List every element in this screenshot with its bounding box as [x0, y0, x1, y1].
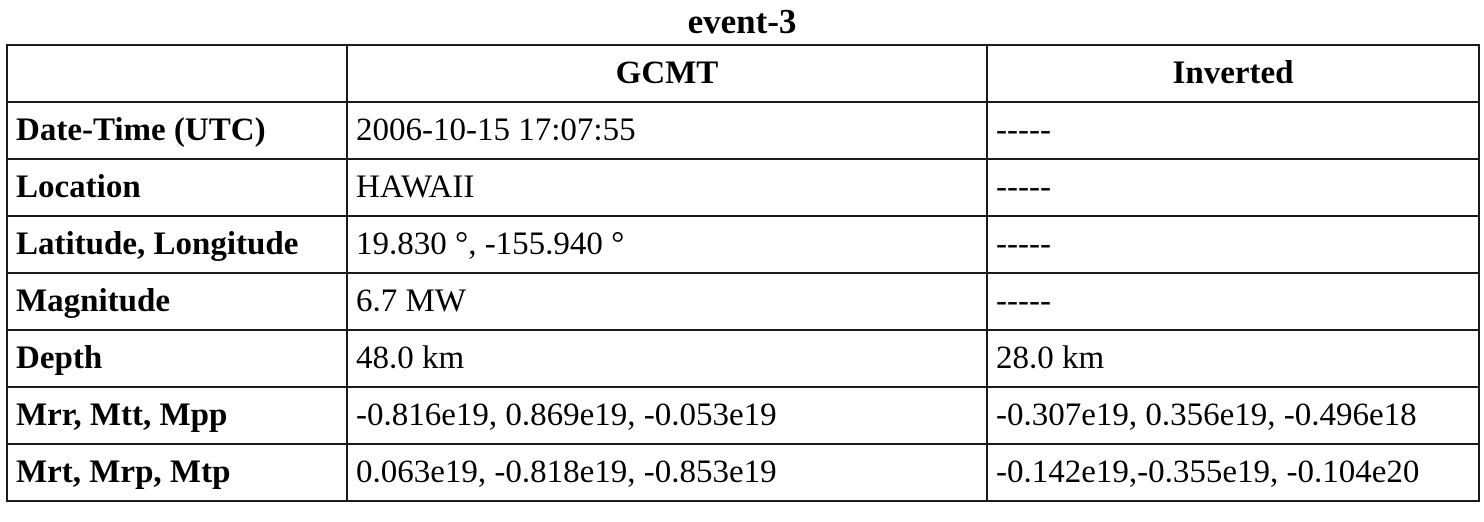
header-corner-cell	[6, 44, 348, 103]
table-header-row: GCMT Inverted	[6, 44, 1480, 103]
row-label: Date-Time (UTC)	[6, 101, 348, 160]
inverted-value: 28.0 km	[986, 329, 1480, 388]
table-row-depth: Depth 48.0 km 28.0 km	[6, 329, 1480, 388]
page-title: event-3	[687, 2, 797, 41]
inverted-value: -0.307e19, 0.356e19, -0.496e18	[986, 386, 1480, 445]
row-label: Magnitude	[6, 272, 348, 331]
gcmt-value: HAWAII	[346, 158, 988, 217]
table-row-lat-lon: Latitude, Longitude 19.830 °, -155.940 °…	[6, 215, 1480, 274]
row-label: Latitude, Longitude	[6, 215, 348, 274]
inverted-value: -----	[986, 272, 1480, 331]
gcmt-value: 19.830 °, -155.940 °	[346, 215, 988, 274]
gcmt-value: 0.063e19, -0.818e19, -0.853e19	[346, 443, 988, 502]
row-label: Mrr, Mtt, Mpp	[6, 386, 348, 445]
gcmt-value: 2006-10-15 17:07:55	[346, 101, 988, 160]
table-row-date-time: Date-Time (UTC) 2006-10-15 17:07:55 ----…	[6, 101, 1480, 160]
event-comparison-table: GCMT Inverted Date-Time (UTC) 2006-10-15…	[6, 44, 1480, 502]
inverted-value: -----	[986, 215, 1480, 274]
inverted-value: -0.142e19,-0.355e19, -0.104e20	[986, 443, 1480, 502]
table-row-mrt-mrp-mtp: Mrt, Mrp, Mtp 0.063e19, -0.818e19, -0.85…	[6, 443, 1480, 502]
table-row-magnitude: Magnitude 6.7 MW -----	[6, 272, 1480, 331]
header-gcmt: GCMT	[346, 44, 988, 103]
header-inverted: Inverted	[986, 44, 1480, 103]
gcmt-value: 48.0 km	[346, 329, 988, 388]
table-row-location: Location HAWAII -----	[6, 158, 1480, 217]
gcmt-value: 6.7 MW	[346, 272, 988, 331]
gcmt-value: -0.816e19, 0.869e19, -0.053e19	[346, 386, 988, 445]
table-row-mrr-mtt-mpp: Mrr, Mtt, Mpp -0.816e19, 0.869e19, -0.05…	[6, 386, 1480, 445]
row-label: Depth	[6, 329, 348, 388]
row-label: Mrt, Mrp, Mtp	[6, 443, 348, 502]
inverted-value: -----	[986, 158, 1480, 217]
inverted-value: -----	[986, 101, 1480, 160]
row-label: Location	[6, 158, 348, 217]
